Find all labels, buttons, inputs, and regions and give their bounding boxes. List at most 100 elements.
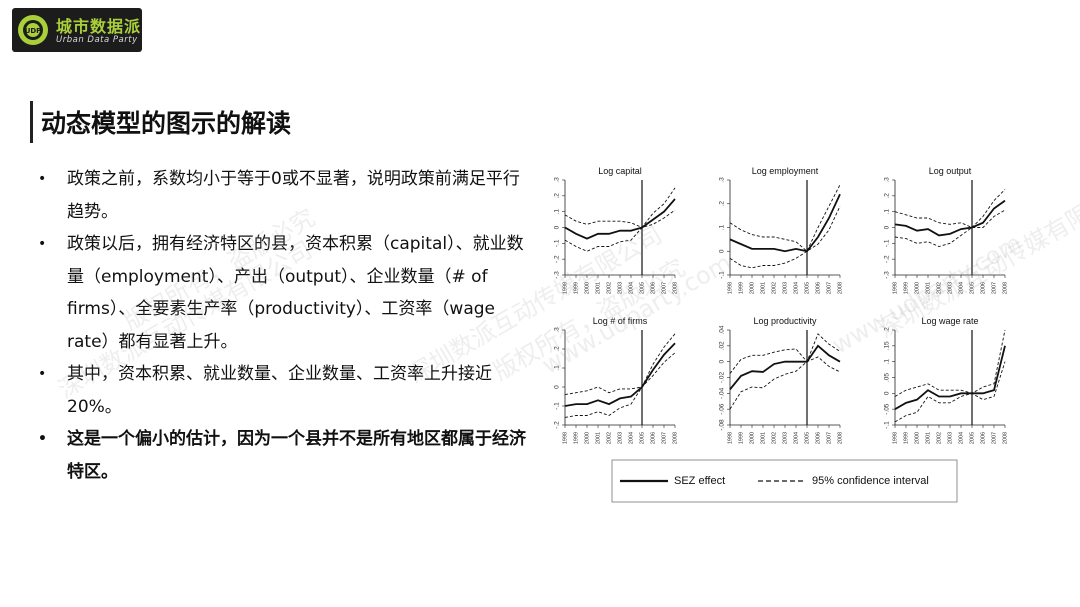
y-tick-label: 0 [554,225,561,229]
logo-name-en: Urban Data Party [56,35,138,45]
bullet-item: • 其中，资本积累、就业数量、企业数量、工资率上升接近20%。 [30,358,530,423]
y-tick-label: .1 [554,365,561,371]
x-tick-label: 1998 [727,432,733,444]
x-tick-label: 2005 [804,282,810,294]
x-tick-label: 2002 [606,432,612,444]
y-tick-label: .2 [884,327,891,333]
legend-dashed-label: 95% confidence interval [812,475,929,487]
y-tick-label: -.05 [884,403,891,415]
y-tick-label: 0 [884,225,891,229]
x-tick-label: 1999 [903,282,909,294]
y-tick-label: -.1 [884,239,891,247]
panel-title: Log # of firms [593,316,648,326]
y-tick-label: .3 [554,327,561,333]
legend-solid-label: SEZ effect [674,475,725,487]
bullet-dot-icon: • [38,431,47,447]
x-tick-label: 1999 [738,282,744,294]
x-tick-label: 2001 [760,282,766,294]
y-tick-label: .04 [719,325,726,334]
bullet-item: • 这是一个偏小的估计，因为一个县并不是所有地区都属于经济特区。 [30,423,530,488]
x-tick-label: 2001 [595,432,601,444]
x-tick-label: 2008 [672,432,678,444]
ci-series-line [564,333,676,396]
x-tick-label: 2008 [837,282,843,294]
panel-title: Log capital [598,166,642,176]
ci-series-line [564,352,676,418]
x-tick-label: 2006 [980,282,986,294]
logo-mark-text: UDP [25,27,42,35]
x-tick-label: 2006 [815,282,821,294]
y-tick-label: .3 [554,177,561,183]
y-tick-label: .2 [554,193,561,199]
x-tick-label: 2007 [826,432,832,444]
ci-series-line [729,184,841,252]
effect-series-line [564,198,676,240]
x-tick-label: 2006 [650,432,656,444]
brand-logo[interactable]: UDP 城市数据派 Urban Data Party [12,8,142,52]
y-tick-label: .3 [719,177,726,183]
bullet-dot-icon: • [38,366,47,382]
effect-series-line [729,344,841,390]
x-tick-label: 2001 [760,432,766,444]
y-tick-label: -.2 [554,255,561,263]
x-tick-label: 2006 [650,282,656,294]
ci-series-line [894,361,1006,423]
y-tick-label: .02 [719,341,726,350]
x-tick-label: 2001 [595,282,601,294]
y-tick-label: .2 [554,346,561,352]
x-tick-label: 2005 [804,432,810,444]
x-tick-label: 2004 [628,432,634,444]
y-tick-label: 0 [719,249,726,253]
ci-series-line [729,205,841,269]
y-tick-label: -.1 [884,421,891,429]
x-tick-label: 2003 [947,432,953,444]
bullet-list: • 政策之前，系数均小于等于0或不显著，说明政策前满足平行趋势。 • 政策以后，拥有… [30,163,530,488]
y-tick-label: -.04 [719,387,726,399]
y-tick-label: -.3 [884,271,891,279]
y-tick-label: -.1 [554,402,561,410]
x-tick-label: 2000 [914,282,920,294]
y-tick-label: -.08 [719,419,726,431]
x-tick-label: 2005 [969,432,975,444]
y-tick-label: -.2 [554,421,561,429]
panel-title: Log productivity [753,316,817,326]
x-tick-label: 2000 [584,282,590,294]
x-tick-label: 2004 [958,432,964,444]
x-tick-label: 2002 [771,432,777,444]
x-tick-label: 1999 [573,432,579,444]
x-tick-label: 2002 [936,282,942,294]
bullet-dot-icon: • [38,236,47,252]
y-tick-label: .05 [884,373,891,382]
x-tick-label: 2007 [991,282,997,294]
y-tick-label: -.1 [554,239,561,247]
ci-series-line [894,189,1006,229]
title-accent-bar [30,101,33,143]
x-tick-label: 2002 [771,282,777,294]
effect-series-line [729,193,841,253]
x-tick-label: 2003 [947,282,953,294]
x-tick-label: 2008 [1002,282,1008,294]
x-tick-label: 2001 [925,282,931,294]
y-tick-label: .2 [719,201,726,207]
x-tick-label: 2004 [793,282,799,294]
x-tick-label: 1999 [573,282,579,294]
x-tick-label: 2000 [749,282,755,294]
effect-series-line [894,199,1006,237]
ci-series-line [729,356,841,410]
x-tick-label: 2000 [914,432,920,444]
panel-title: Log wage rate [921,316,978,326]
effect-series-line [894,345,1006,410]
x-tick-label: 2002 [606,282,612,294]
bullet-text: 政策以后，拥有经济特区的县，资本积累（capital）、就业数量（employm… [67,234,524,352]
x-tick-label: 2002 [936,432,942,444]
x-tick-label: 1998 [892,432,898,444]
x-tick-label: 1998 [727,282,733,294]
y-tick-label: 0 [719,359,726,363]
x-tick-label: 1998 [562,282,568,294]
y-tick-label: .1 [884,359,891,365]
x-tick-label: 2007 [991,432,997,444]
x-tick-label: 2008 [1002,432,1008,444]
x-tick-label: 2005 [639,282,645,294]
y-tick-label: -.3 [554,271,561,279]
bullet-dot-icon: • [38,171,47,187]
